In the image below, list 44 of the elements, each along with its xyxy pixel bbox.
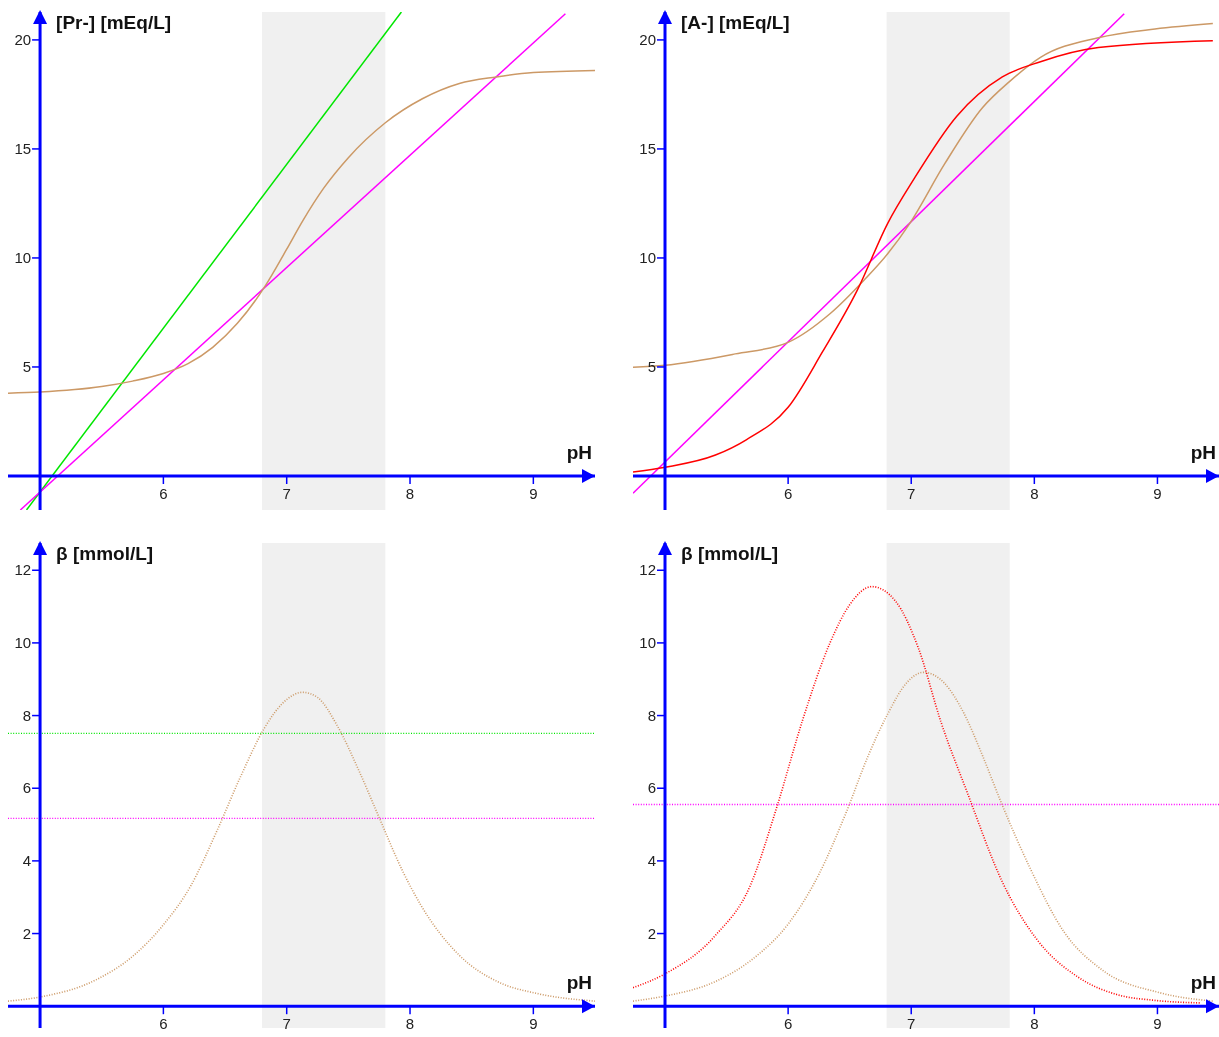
x-tick-label: 9 — [529, 484, 538, 502]
y-axis-title: β [mmol/L] — [56, 543, 154, 565]
x-tick-label: 8 — [1030, 1015, 1039, 1033]
y-tick-label: 12 — [639, 561, 657, 579]
x-tick-label: 6 — [159, 484, 168, 502]
y-tick-label: 20 — [639, 31, 657, 49]
x-tick-label: 7 — [907, 484, 916, 502]
x-tick-label: 8 — [1030, 484, 1039, 502]
x-tick-label: 6 — [783, 484, 793, 502]
y-tick-label: 6 — [22, 779, 32, 797]
y-tick-label: 12 — [14, 561, 32, 579]
x-tick-label: 9 — [529, 1015, 538, 1033]
y-tick-label: 20 — [14, 31, 32, 49]
x-tick-label: 7 — [907, 1015, 916, 1033]
y-tick-label: 2 — [22, 924, 32, 942]
y-axis-title: [Pr-] [mEq/L] — [56, 12, 172, 34]
y-tick-label: 10 — [14, 249, 32, 267]
x-tick-label: 6 — [159, 1015, 168, 1033]
y-tick-label: 4 — [647, 852, 657, 870]
y-tick-label: 6 — [647, 779, 657, 797]
x-axis-title: pH — [566, 441, 592, 464]
x-tick-label: 7 — [282, 484, 291, 502]
y-axis-title: [A-] [mEq/L] — [681, 12, 790, 34]
y-tick-label: 2 — [647, 924, 657, 942]
x-axis-title: pH — [1190, 972, 1216, 995]
x-tick-label: 8 — [405, 1015, 415, 1033]
x-tick-label: 6 — [783, 1015, 793, 1033]
y-tick-label: 8 — [647, 706, 657, 724]
y-tick-label: 15 — [639, 140, 657, 158]
x-tick-label: 9 — [1153, 1015, 1162, 1033]
y-tick-label: 10 — [14, 634, 32, 652]
y-tick-label: 5 — [22, 358, 32, 376]
x-axis-title: pH — [566, 972, 592, 995]
x-axis-title: pH — [1190, 441, 1216, 464]
line-series — [8, 69, 595, 394]
x-tick-label: 9 — [1153, 484, 1162, 502]
y-tick-label: 4 — [22, 852, 32, 870]
y-tick-label: 10 — [639, 634, 657, 652]
y-axis-title: β [mmol/L] — [681, 543, 779, 565]
y-tick-label: 15 — [14, 140, 32, 158]
x-tick-label: 8 — [405, 484, 415, 502]
y-tick-label: 8 — [22, 706, 32, 724]
x-tick-label: 7 — [282, 1015, 291, 1033]
y-tick-label: 10 — [639, 249, 657, 267]
